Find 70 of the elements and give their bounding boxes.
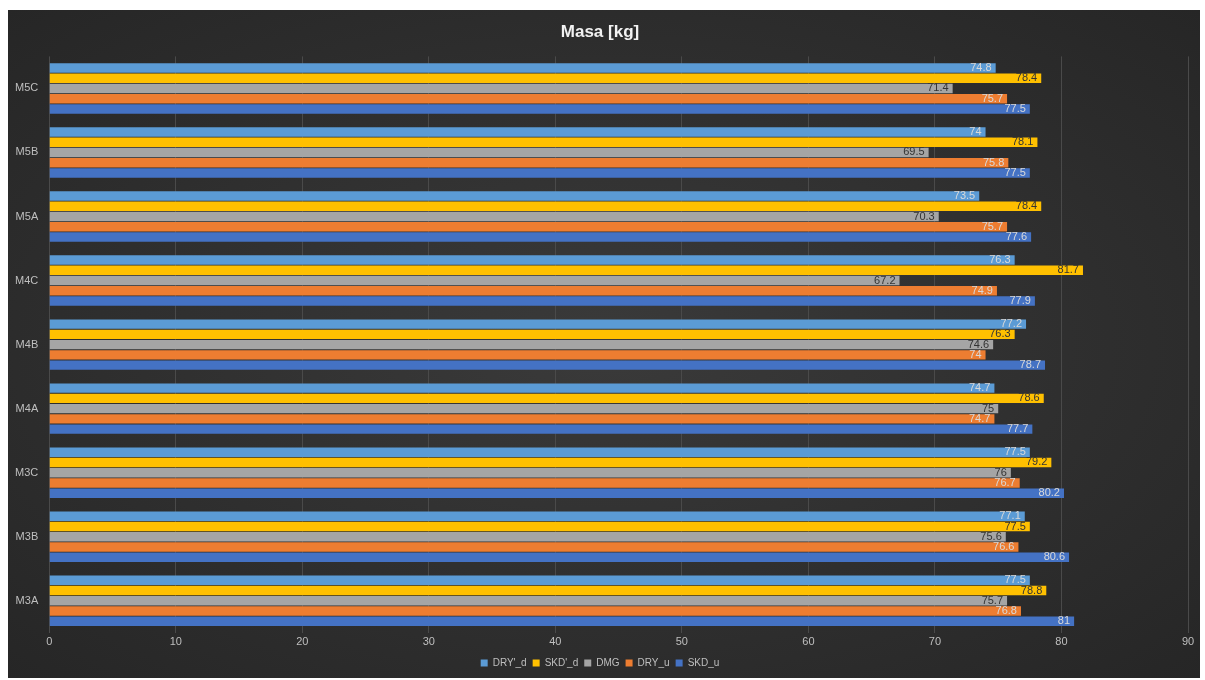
data-label: 81: [1057, 614, 1071, 627]
data-label: 76.3: [989, 327, 1011, 340]
data-label: 75.7: [981, 219, 1004, 232]
data-label: 74.6: [967, 337, 990, 350]
data-label: 77.5: [1004, 519, 1026, 532]
x-tick-label: 10: [169, 635, 182, 648]
data-label: 74.8: [970, 60, 992, 73]
data-label: 73.5: [953, 189, 976, 202]
data-label: 74.7: [968, 381, 991, 394]
data-label: 77.2: [1000, 317, 1023, 330]
data-label: 75.7: [981, 91, 1004, 104]
y-tick-label: M3B: [15, 529, 39, 542]
y-tick-label: M5A: [15, 209, 39, 222]
data-label: 78.6: [1018, 391, 1040, 404]
y-tick-label: M4B: [15, 337, 39, 350]
data-label: 76.6: [993, 540, 1015, 553]
data-label: 67.2: [874, 273, 896, 286]
data-label: 70.3: [913, 209, 935, 222]
data-label: 78.7: [1019, 358, 1042, 371]
data-label: 75.7: [981, 593, 1004, 606]
x-tick-label: 40: [549, 635, 562, 648]
legend-label: DMG: [596, 656, 620, 668]
data-label: 76.3: [989, 253, 1011, 266]
data-label: 77.5: [1004, 101, 1026, 114]
y-tick-label: M4A: [15, 401, 39, 414]
y-tick-label: M3A: [15, 593, 39, 606]
y-tick-label: M3C: [14, 465, 39, 478]
data-label: 78.4: [1015, 199, 1038, 212]
data-label: 75: [981, 401, 995, 414]
chart-title: Masa [kg]: [560, 21, 640, 41]
data-label: 78.8: [1020, 583, 1043, 596]
data-label: 77.5: [1004, 445, 1026, 458]
data-label: 80.6: [1043, 550, 1066, 563]
data-label: 77.6: [1005, 230, 1028, 243]
data-label: 75.8: [982, 155, 1005, 168]
legend-label: SKD_u: [687, 656, 720, 668]
data-label: 74.7: [968, 411, 991, 424]
data-label: 79.2: [1025, 455, 1048, 468]
y-tick-label: M5B: [15, 145, 39, 158]
data-label: 77.5: [1004, 165, 1026, 178]
data-label: 80.2: [1038, 486, 1060, 499]
x-tick-label: 90: [1181, 635, 1195, 648]
y-tick-label: M4C: [14, 273, 39, 286]
data-label: 74: [969, 125, 982, 137]
legend-label: DRY_u: [637, 656, 670, 668]
y-tick-label: M5C: [14, 81, 39, 94]
data-label: 77.1: [999, 509, 1021, 522]
legend-label: SKD'_d: [544, 656, 579, 668]
x-tick-label: 80: [1055, 635, 1068, 648]
data-label: 81.7: [1057, 263, 1079, 276]
data-label: 77.5: [1004, 573, 1026, 586]
data-label: 69.5: [903, 145, 925, 158]
data-label: 75.6: [980, 529, 1002, 542]
data-label: 77.7: [1006, 422, 1029, 435]
data-label: 74.9: [971, 283, 993, 296]
x-tick-label: 20: [296, 635, 309, 648]
data-label: 76.8: [995, 604, 1017, 617]
data-label: 76: [994, 465, 1007, 478]
legend-label: DRY'_d: [492, 656, 527, 668]
x-tick-label: 70: [928, 635, 942, 648]
data-label: 77.9: [1009, 294, 1031, 307]
x-tick-label: 60: [802, 635, 815, 648]
x-tick-label: 30: [422, 635, 435, 648]
x-tick-label: 50: [675, 635, 688, 648]
data-label: 74: [969, 347, 982, 360]
data-label: 71.4: [927, 81, 949, 94]
data-label: 76.7: [994, 475, 1016, 488]
data-label: 78.1: [1012, 135, 1034, 148]
data-label: 78.4: [1015, 71, 1038, 84]
x-tick-label: 0: [46, 635, 53, 648]
